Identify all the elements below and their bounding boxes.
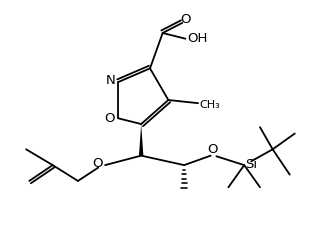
Text: O: O [207,143,218,156]
Text: O: O [92,157,102,170]
Text: Si: Si [245,158,257,171]
Polygon shape [139,124,143,156]
Text: CH₃: CH₃ [200,100,220,110]
Text: O: O [104,112,115,125]
Text: N: N [106,74,115,87]
Text: OH: OH [187,32,208,44]
Text: O: O [180,13,191,26]
